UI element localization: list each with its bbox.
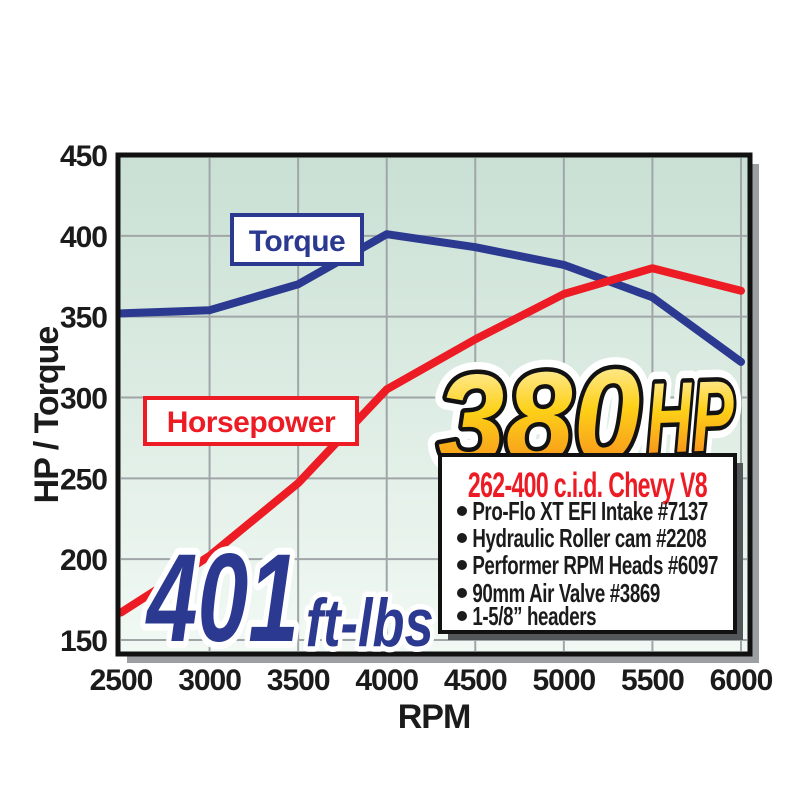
x-tick-label: 2500 [90, 664, 153, 697]
spec-box-frame [438, 453, 737, 634]
torque-legend-box: Torque [230, 213, 364, 266]
peak-torque-number: 401 [145, 529, 299, 668]
y-tick-label: 150 [60, 625, 107, 658]
spec-item: 1-5/8” headers [472, 601, 596, 631]
x-tick-label: 4000 [355, 664, 418, 697]
x-tick-label: 5000 [532, 664, 595, 697]
torque-curve [117, 230, 745, 366]
y-tick-label: 300 [60, 383, 107, 416]
peak-torque-unit-outline: ft-lbs [306, 584, 434, 660]
spec-item: Hydraulic Roller cam #2208 [472, 523, 706, 553]
bullet-icon [457, 560, 467, 570]
bullet-icon [457, 611, 467, 621]
horsepower-curve [117, 264, 745, 617]
peak-torque-annotation: 401 401 ft-lbs ft-lbs [139, 523, 438, 674]
plot-border [115, 152, 753, 657]
y-axis-title: HP / Torque [28, 327, 66, 504]
x-tick-label: 5500 [621, 664, 684, 697]
spec-box: 262-400 c.i.d. Chevy V8 Pro-Flo XT EFI I… [438, 453, 743, 640]
bullet-icon [457, 506, 467, 516]
y-tick-label: 450 [60, 140, 107, 173]
y-ticks: 450 400 350 300 250 200 150 [60, 140, 108, 658]
y-tick-label: 350 [60, 302, 107, 335]
spec-item: Pro-Flo XT EFI Intake #7137 [472, 496, 708, 526]
horsepower-legend-label: Horsepower [167, 406, 336, 439]
x-ticks: 2500 3000 3500 4000 4500 5000 5500 6000 [90, 664, 774, 697]
x-tick-label: 4500 [444, 664, 507, 697]
torque-legend-label: Torque [249, 225, 345, 258]
bullet-icon [457, 533, 467, 543]
peak-torque-unit: ft-lbs [306, 584, 434, 660]
y-tick-label: 250 [60, 463, 107, 496]
x-axis-title: RPM [398, 698, 471, 736]
x-tick-label: 3000 [178, 664, 241, 697]
x-tick-label: 6000 [710, 664, 773, 697]
x-tick-label: 3500 [267, 664, 330, 697]
spec-item: Performer RPM Heads #6097 [472, 550, 718, 580]
peak-torque-number-outline: 401 [145, 529, 299, 668]
horsepower-legend-box: Horsepower [143, 396, 359, 446]
bullet-icon [457, 588, 467, 598]
horsepower-legend-frame [143, 396, 359, 446]
spec-item: 90mm Air Valve #3869 [472, 578, 660, 608]
y-tick-label: 200 [60, 544, 107, 577]
y-tick-label: 400 [60, 221, 107, 254]
spec-title: 262-400 c.i.d. Chevy V8 [468, 466, 707, 505]
torque-legend-frame [230, 213, 364, 266]
